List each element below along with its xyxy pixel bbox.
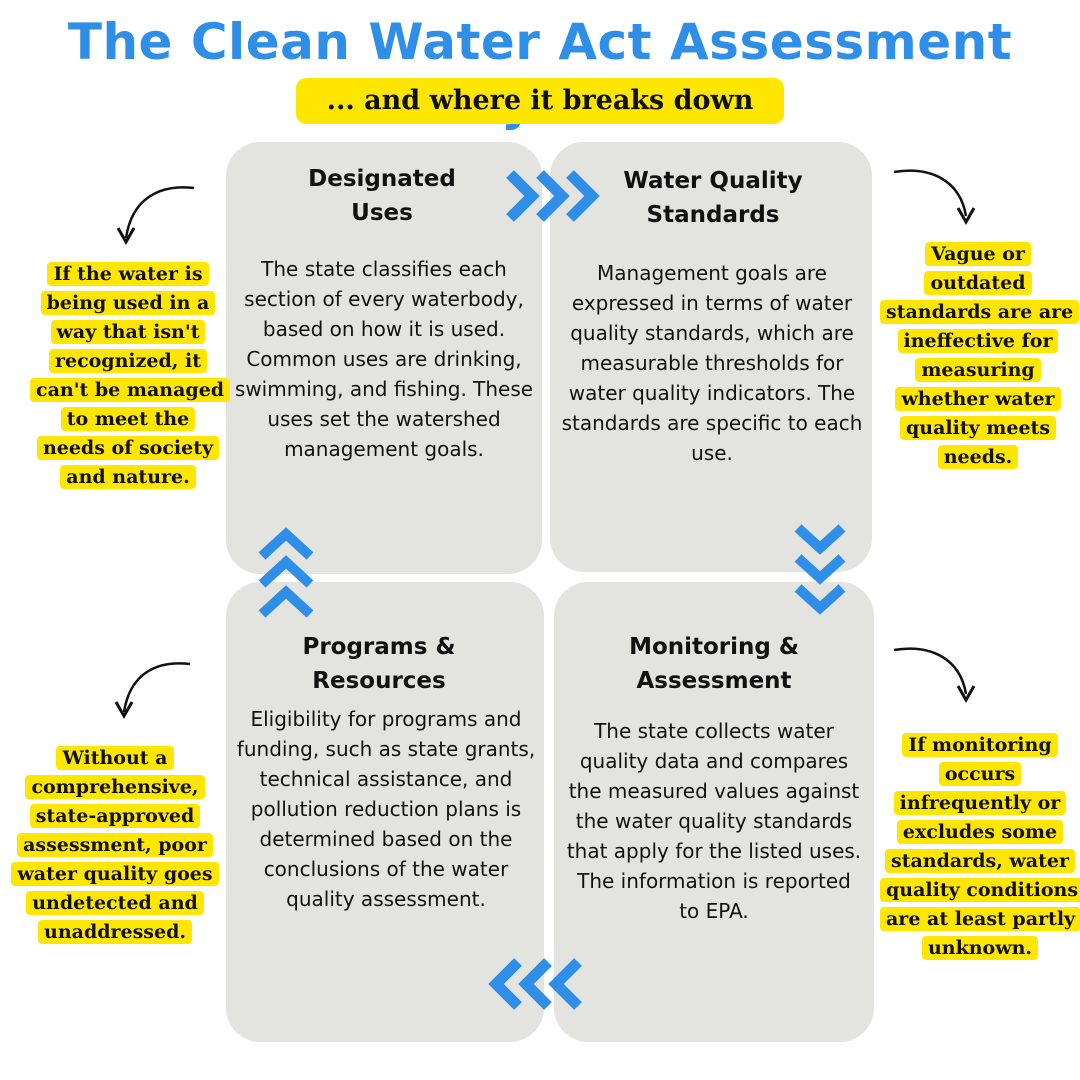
breakdown-note-text: If monitoring occurs infrequently or exc… (880, 733, 1080, 960)
step-title-line2: Standards (646, 202, 780, 228)
breakdown-note-programs: Without a comprehensive, state-approved … (8, 744, 222, 947)
step-programs-resources-title: Programs & Resources (266, 630, 492, 698)
step-title-line1: Designated (308, 166, 456, 192)
chevron-arrows-right-icon (506, 170, 600, 222)
breakdown-note-monitoring: If monitoring occurs infrequently or exc… (880, 731, 1080, 963)
step-monitoring-assessment-body: The state collects water quality data an… (566, 719, 862, 923)
curved-arrow-icon (893, 169, 976, 226)
step-programs-resources-body: Eligibility for programs and funding, su… (236, 707, 536, 911)
step-monitoring-assessment: Monitoring & Assessment The state collec… (554, 582, 874, 1042)
step-title-line2: Uses (351, 200, 413, 226)
breakdown-note-text: Without a comprehensive, state-approved … (11, 746, 219, 944)
curved-arrow-icon (893, 647, 976, 704)
breakdown-note-text: Vague or outdated standards are are inef… (880, 242, 1080, 469)
step-monitoring-assessment-title: Monitoring & Assessment (594, 630, 834, 698)
step-title-line1: Programs & (302, 634, 456, 660)
step-water-quality-standards: Water Quality Standards Management goals… (550, 142, 872, 572)
chevron-arrows-down-icon (794, 524, 846, 615)
breakdown-note-standards: Vague or outdated standards are are inef… (880, 240, 1080, 472)
chevron-arrows-left-icon (488, 958, 582, 1010)
step-designated-uses: Designated Uses The state classifies eac… (226, 142, 542, 574)
step-designated-uses-body: The state classifies each section of eve… (234, 257, 534, 461)
step-water-quality-standards-title: Water Quality Standards (600, 164, 826, 232)
breakdown-note-designated-uses: If the water is being used in a way that… (30, 260, 231, 492)
step-programs-resources: Programs & Resources Eligibility for pro… (226, 582, 544, 1042)
step-water-quality-standards-body: Management goals are expressed in terms … (561, 261, 863, 465)
chevron-arrows-up-icon (258, 527, 314, 618)
step-title-line2: Assessment (636, 668, 792, 694)
curved-arrow-icon (114, 662, 191, 720)
step-title-line1: Monitoring & (629, 634, 799, 660)
breakdown-note-text: If the water is being used in a way that… (30, 262, 231, 489)
step-designated-uses-title: Designated Uses (266, 162, 498, 230)
step-title-line2: Resources (312, 668, 446, 694)
step-title-line1: Water Quality (623, 168, 803, 194)
page-subtitle: ... and where it breaks down (296, 78, 784, 124)
curved-arrow-icon (116, 186, 195, 246)
